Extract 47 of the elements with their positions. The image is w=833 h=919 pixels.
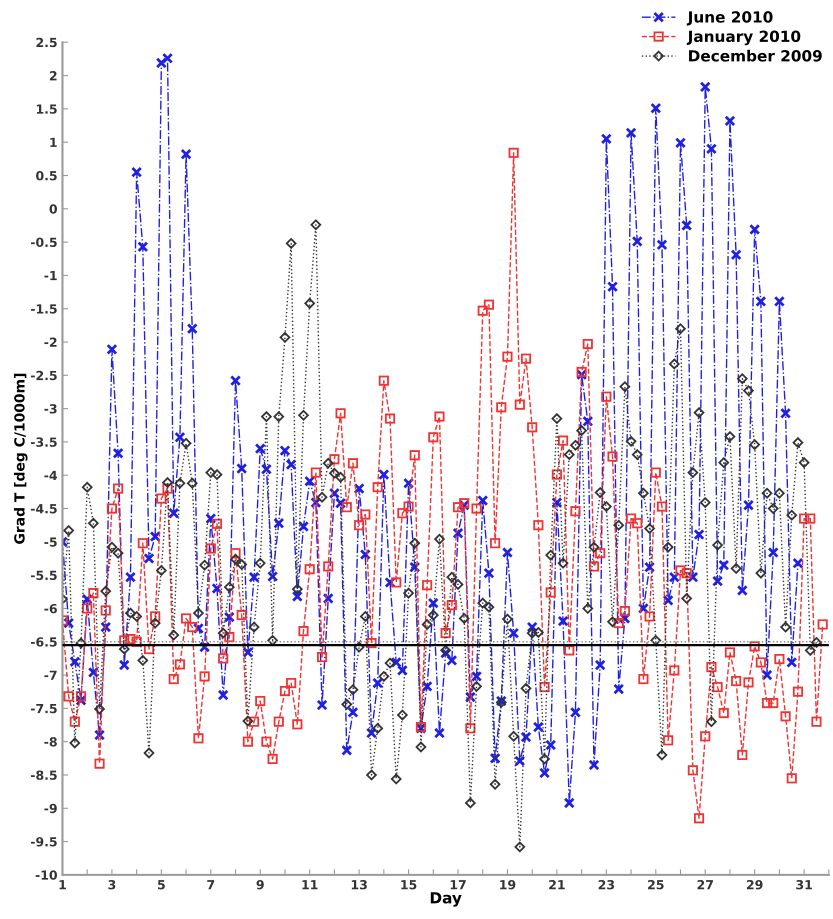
x-tick-label: 3	[108, 880, 116, 890]
y-tick-label: -1	[44, 271, 57, 280]
y-tick-label: -9	[44, 804, 57, 814]
y-tick-label: -5	[44, 537, 57, 547]
y-tick-label: -2	[44, 337, 57, 347]
y-tick-label: -6	[44, 604, 57, 614]
y-tick-label: -3.5	[30, 437, 57, 447]
legend-label: January 2010	[686, 30, 800, 46]
x-tick-label: 5	[158, 880, 165, 890]
x-tick-label: 13	[352, 880, 367, 890]
y-tick-label: -10	[36, 870, 58, 880]
y-tick-label: 2.5	[36, 38, 57, 48]
x-axis-title: Day	[430, 892, 462, 907]
x-tick-label: 17	[450, 880, 466, 890]
x-tick-label: 25	[648, 880, 664, 890]
legend-label: December 2009	[689, 50, 822, 62]
y-tick-label: 0.5	[36, 170, 57, 180]
y-tick-label: 2	[50, 71, 57, 80]
y-tick-label: -5.5	[30, 570, 57, 580]
y-tick-label: -7	[44, 670, 57, 680]
x-tick-label: 11	[302, 880, 318, 890]
x-tick-label: 15	[401, 880, 416, 890]
x-tick-label: 7	[207, 880, 214, 890]
y-tick-label: -8.5	[30, 770, 57, 780]
x-tick-label: 27	[698, 880, 713, 890]
y-tick-label: 0	[50, 204, 58, 214]
y-tick-label: -2.5	[30, 370, 57, 380]
y-tick-label: -4.5	[30, 504, 57, 514]
legend-label: June 2010	[686, 11, 773, 26]
y-tick-label: -4	[44, 470, 58, 480]
y-axis-title: Grad T [deg C/1000m]	[14, 374, 28, 544]
x-tick-label: 1	[60, 880, 66, 890]
y-tick-label: -1.5	[30, 304, 57, 314]
x-tick-label: 19	[500, 880, 516, 890]
x-tick-label: 23	[598, 880, 614, 890]
x-tick-label: 29	[746, 880, 763, 890]
y-tick-label: 1	[50, 138, 57, 147]
y-tick-label: -7.5	[30, 704, 57, 714]
y-tick-label: -6.5	[30, 637, 57, 647]
y-tick-label: -8	[44, 737, 57, 747]
y-tick-label: -3	[44, 404, 57, 414]
x-tick-label: 21	[549, 880, 565, 890]
y-tick-label: -9.5	[30, 837, 57, 847]
x-tick-label: 9	[256, 880, 264, 890]
y-tick-label: 1.5	[36, 104, 57, 114]
x-tick-label: 31	[796, 880, 812, 890]
y-tick-label: -0.5	[30, 238, 57, 248]
